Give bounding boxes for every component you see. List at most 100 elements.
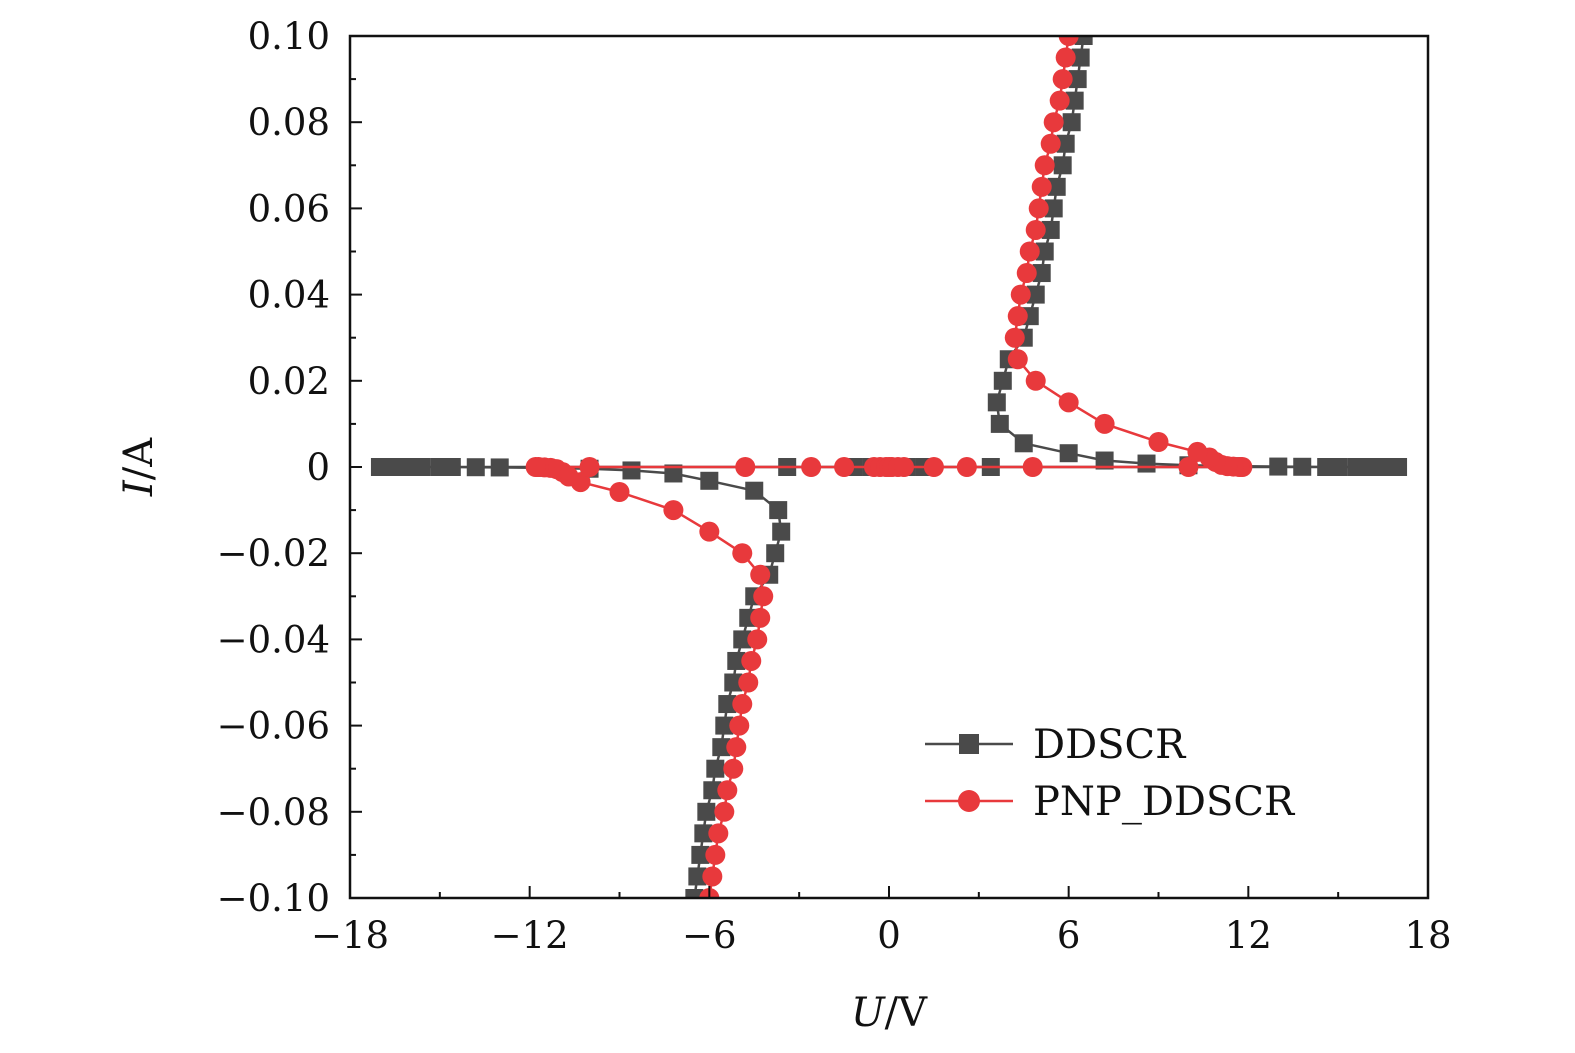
data-point-circle — [1022, 457, 1043, 477]
data-point-circle — [923, 457, 944, 477]
x-tick-label: 0 — [877, 914, 901, 957]
data-point-square — [664, 464, 683, 483]
data-point-circle — [750, 564, 771, 585]
x-tick-label: 12 — [1225, 914, 1272, 957]
y-tick-label: 0 — [306, 446, 330, 489]
data-point-square — [715, 716, 734, 735]
legend: DDSCR PNP_DDSCR — [925, 722, 1296, 825]
data-point-square — [688, 867, 707, 886]
x-tick-label: −6 — [682, 914, 737, 957]
y-tick-label: −0.02 — [217, 532, 330, 575]
data-point-square — [685, 889, 704, 898]
data-point-square — [697, 802, 716, 821]
data-point-circle — [726, 737, 747, 758]
data-point-circle — [741, 650, 762, 671]
data-point-square — [1032, 264, 1051, 283]
x-tick-label: −12 — [491, 914, 569, 957]
data-point-square — [1044, 199, 1063, 218]
data-point-circle — [708, 823, 729, 844]
legend-entry-pnp-ddscr: PNP_DDSCR — [925, 779, 1296, 825]
data-point-square — [993, 371, 1012, 390]
data-point-square — [700, 471, 719, 490]
y-tick-label: −0.08 — [217, 791, 330, 834]
x-tick-label: 6 — [1057, 914, 1081, 957]
data-point-circle — [1028, 198, 1049, 219]
legend-label-pnp-ddscr: PNP_DDSCR — [1033, 779, 1296, 825]
data-point-square — [1062, 113, 1081, 132]
y-tick-label: 0.04 — [248, 274, 330, 317]
data-point-square — [987, 393, 1006, 412]
data-point-circle — [723, 758, 744, 779]
data-point-square — [769, 501, 788, 520]
data-point-square — [1317, 458, 1336, 476]
data-point-circle — [834, 457, 855, 477]
data-point-circle — [1007, 349, 1028, 370]
data-point-square — [1293, 457, 1312, 476]
data-point-circle — [1004, 327, 1025, 348]
data-point-circle — [1031, 176, 1052, 197]
data-point-circle — [738, 672, 759, 693]
data-point-square — [430, 458, 449, 476]
data-point-square — [766, 544, 785, 563]
data-point-square — [1347, 458, 1366, 476]
series-pnp-ddscr — [525, 36, 1253, 898]
data-point-square — [1095, 451, 1114, 470]
y-tick-label: −0.10 — [217, 877, 330, 920]
axis-ticks: −18 −12 −6 0 6 12 18 0.10 0.08 0.06 0.04 0.02 0 −0.02… — [217, 15, 1452, 957]
data-point-circle — [705, 844, 726, 865]
data-point-square — [1059, 444, 1078, 463]
plot-area — [370, 36, 1408, 898]
data-point-circle — [893, 457, 914, 477]
data-point-circle — [801, 457, 822, 477]
y-axis-label: I/A — [116, 437, 162, 497]
data-point-circle — [1148, 432, 1169, 453]
data-point-square — [1269, 457, 1288, 476]
data-point-square — [1137, 454, 1156, 473]
y-tick-label: 0.10 — [248, 15, 330, 58]
x-tick-label: −18 — [311, 914, 389, 957]
data-point-circle — [747, 629, 768, 650]
data-point-square — [370, 458, 389, 476]
legend-entry-ddscr: DDSCR — [925, 722, 1187, 768]
legend-marker-square — [959, 734, 979, 754]
data-point-circle — [1052, 69, 1073, 90]
data-point-square — [712, 738, 731, 757]
data-point-circle — [1040, 133, 1061, 154]
data-point-square — [694, 824, 713, 843]
data-point-square — [1071, 48, 1090, 67]
data-point-square — [1026, 285, 1045, 304]
data-point-circle — [1019, 241, 1040, 262]
data-point-square — [1035, 242, 1054, 261]
data-point-square — [703, 781, 722, 800]
data-point-square — [745, 481, 764, 500]
data-point-square — [772, 522, 791, 541]
data-point-circle — [525, 457, 546, 477]
data-point-square — [490, 458, 509, 477]
legend-marker-circle — [958, 790, 980, 812]
data-point-circle — [663, 500, 684, 521]
data-point-square — [1047, 177, 1066, 196]
y-tick-label: 0.06 — [248, 187, 330, 230]
data-point-circle — [579, 457, 600, 477]
data-point-square — [1014, 434, 1033, 453]
data-point-square — [1041, 220, 1060, 239]
data-point-circle — [956, 457, 977, 477]
data-point-circle — [1025, 219, 1046, 240]
data-point-square — [1053, 156, 1072, 175]
data-point-circle — [1058, 392, 1079, 413]
data-point-circle — [1025, 370, 1046, 391]
data-point-square — [706, 759, 725, 778]
y-tick-label: 0.08 — [248, 101, 330, 144]
data-point-circle — [729, 715, 750, 736]
data-point-circle — [1016, 263, 1037, 284]
data-point-square — [691, 845, 710, 864]
data-point-square — [466, 458, 485, 477]
data-point-circle — [1034, 155, 1055, 176]
data-point-circle — [1058, 36, 1079, 46]
data-point-circle — [702, 866, 723, 887]
data-point-circle — [1043, 112, 1064, 133]
y-tick-label: −0.06 — [217, 705, 330, 748]
data-point-square — [733, 630, 752, 649]
data-point-square — [1065, 91, 1084, 110]
